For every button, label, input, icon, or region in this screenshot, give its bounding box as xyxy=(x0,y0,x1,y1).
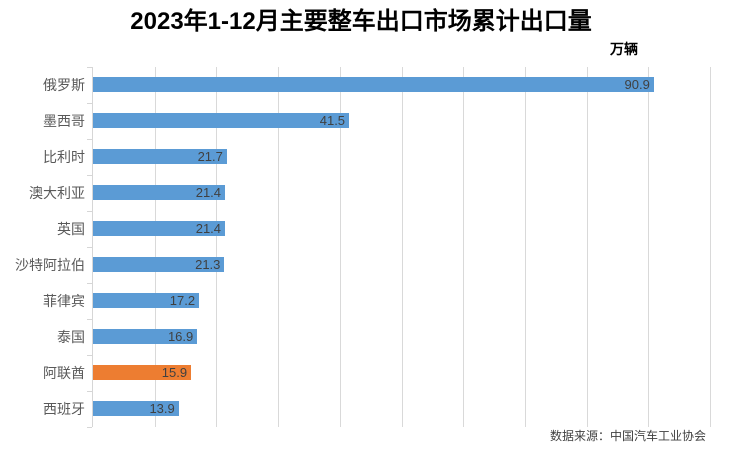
value-label: 17.2 xyxy=(169,293,196,308)
category-label-阿联酋: 阿联酋 xyxy=(43,365,85,381)
axis-tick xyxy=(87,139,92,140)
axis-tick xyxy=(87,355,92,356)
axis-tick xyxy=(87,103,92,104)
axis-tick xyxy=(87,391,92,392)
axis-tick xyxy=(87,247,92,248)
bar-英国: 21.4 xyxy=(93,221,226,236)
source-note: 数据来源：中国汽车工业协会 xyxy=(549,429,706,443)
value-label: 15.9 xyxy=(161,365,188,380)
chart-title: 2023年1-12月主要整车出口市场累计出口量 xyxy=(130,8,592,35)
axis-unit-label: 万辆 xyxy=(610,41,638,57)
value-label: 21.4 xyxy=(195,185,222,200)
bar-row: 15.9 xyxy=(93,355,710,391)
bar-澳大利亚: 21.4 xyxy=(93,185,226,200)
axis-tick xyxy=(87,427,92,428)
category-label-菲律宾: 菲律宾 xyxy=(43,293,85,309)
bar-row: 17.2 xyxy=(93,283,710,319)
plot-area: 90.9 41.5 21.7 21.4 21.4 21.3 17.2 16.9 15.9 13.9 xyxy=(87,67,711,428)
value-label: 21.4 xyxy=(195,221,222,236)
value-label: 13.9 xyxy=(149,401,175,416)
gridline xyxy=(463,67,465,427)
axis-tick xyxy=(87,175,92,176)
value-label: 16.9 xyxy=(167,329,194,344)
bar-row: 16.9 xyxy=(93,319,710,355)
gridline xyxy=(278,67,280,427)
gridline xyxy=(216,67,218,427)
bar-泰国: 16.9 xyxy=(93,329,198,344)
axis-tick xyxy=(87,283,92,284)
gridline xyxy=(524,67,526,427)
bar-阿联酋: 15.9 xyxy=(93,365,192,380)
gridline xyxy=(401,67,403,427)
bar-row: 21.4 xyxy=(93,175,710,211)
bar-row: 21.7 xyxy=(93,139,710,175)
category-label-比利时: 比利时 xyxy=(43,149,85,165)
value-label: 90.9 xyxy=(624,77,650,92)
value-label: 21.7 xyxy=(197,149,223,164)
category-label-英国: 英国 xyxy=(57,221,85,237)
category-label-俄罗斯: 俄罗斯 xyxy=(43,77,85,93)
axis-tick xyxy=(87,319,92,320)
gridline xyxy=(339,67,341,427)
bar-row: 90.9 xyxy=(93,67,710,103)
category-label-沙特阿拉伯: 沙特阿拉伯 xyxy=(15,257,85,273)
bar-墨西哥: 41.5 xyxy=(93,113,350,128)
category-label-墨西哥: 墨西哥 xyxy=(43,113,85,129)
bar-row: 21.3 xyxy=(93,247,710,283)
bar-西班牙: 13.9 xyxy=(93,401,179,416)
value-label: 21.3 xyxy=(195,257,221,272)
gridline xyxy=(586,67,588,427)
category-label-澳大利亚: 澳大利亚 xyxy=(29,185,85,201)
bar-比利时: 21.7 xyxy=(93,149,227,164)
bar-row: 21.4 xyxy=(93,211,710,247)
axis-tick xyxy=(87,211,92,212)
category-label-泰国: 泰国 xyxy=(57,329,85,345)
gridline xyxy=(154,67,156,427)
bar-沙特阿拉伯: 21.3 xyxy=(93,257,225,272)
bar-row: 41.5 xyxy=(93,103,710,139)
bar-row: 13.9 xyxy=(93,391,710,427)
category-label-西班牙: 西班牙 xyxy=(43,401,85,417)
category-axis-line xyxy=(92,67,93,427)
gridline xyxy=(710,67,711,427)
bar-菲律宾: 17.2 xyxy=(93,293,200,308)
axis-tick xyxy=(87,67,92,68)
gridline xyxy=(648,67,650,427)
bar-俄罗斯: 90.9 xyxy=(93,77,654,92)
value-label: 41.5 xyxy=(319,113,346,128)
